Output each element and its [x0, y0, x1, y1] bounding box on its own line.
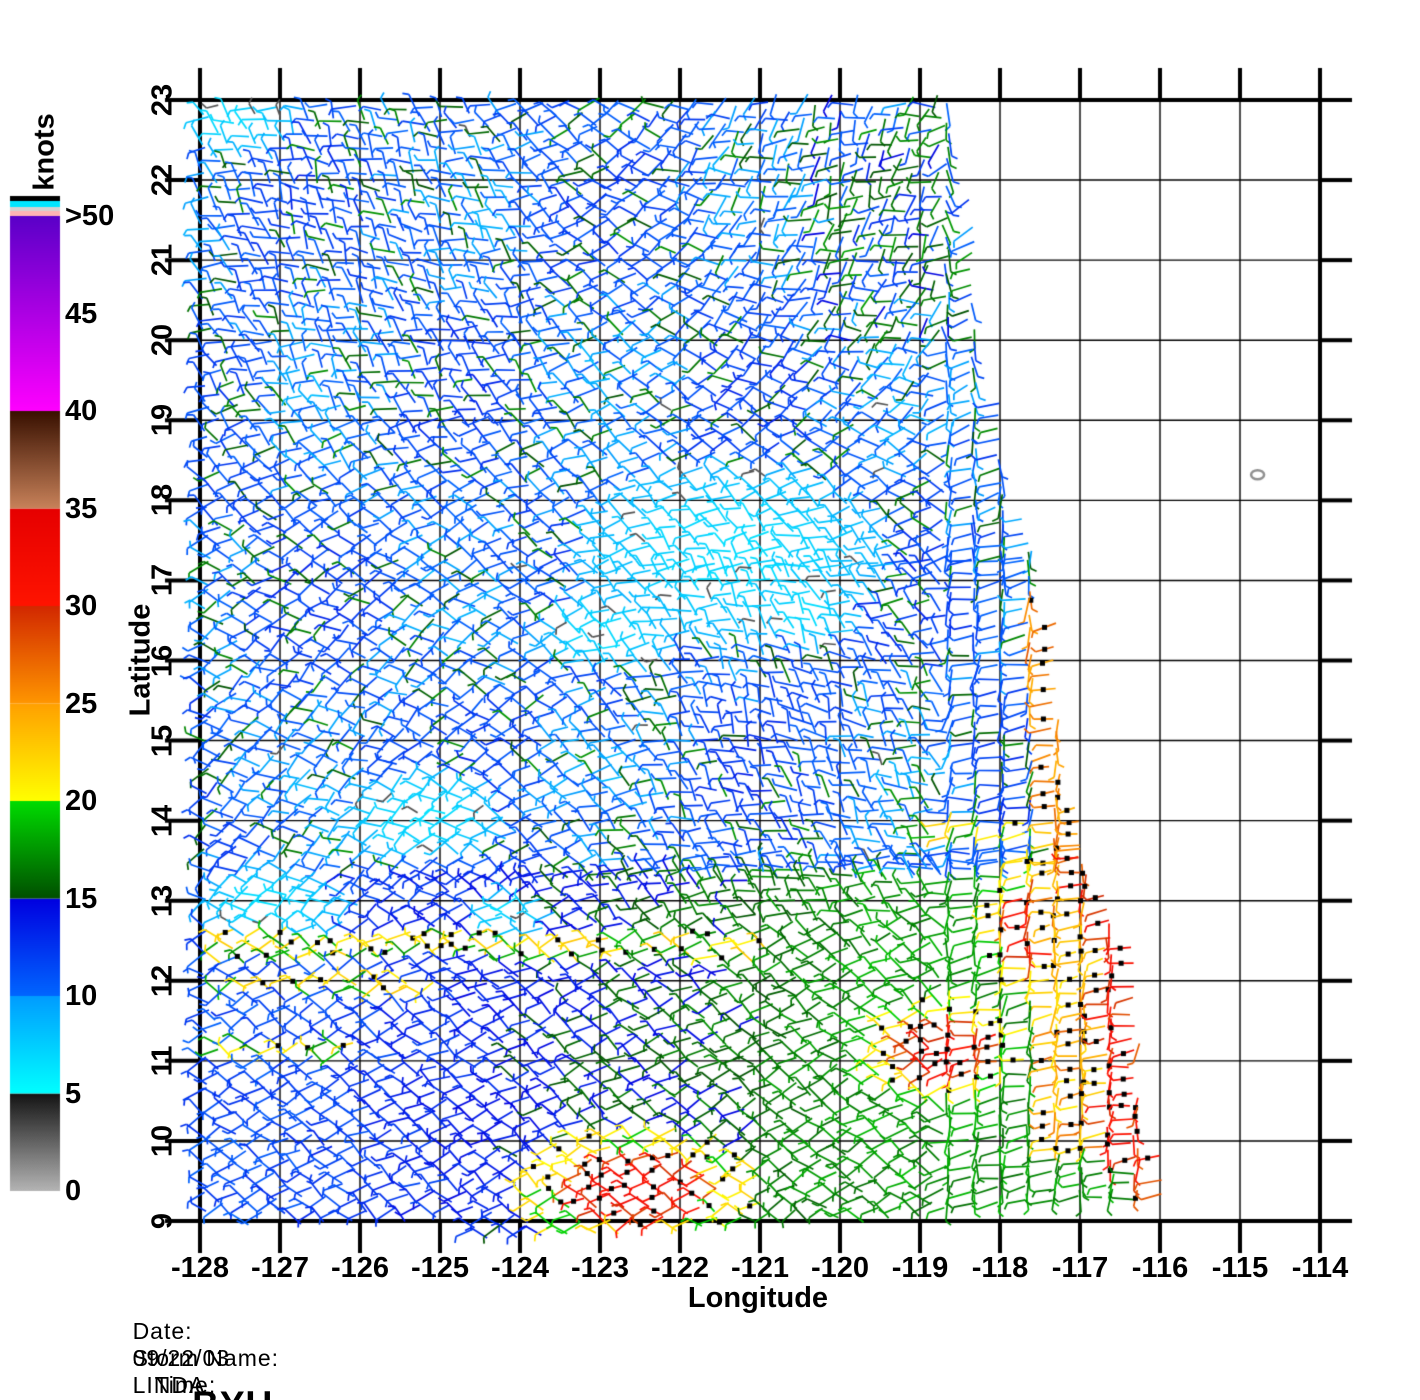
x-tick-label: -124	[490, 1252, 550, 1284]
colorbar-tick-label: 45	[65, 297, 98, 330]
storm-name-value: LINDA	[132, 1372, 206, 1398]
y-tick-label: 22	[146, 163, 179, 197]
date-time-line: Date: 09/22/03 Time: 14:08:24	[103, 1291, 230, 1400]
colorbar-tick-label: >50	[65, 200, 115, 232]
x-tick-label: -127	[250, 1252, 310, 1284]
y-tick-label: 11	[146, 1045, 179, 1077]
y-tick-label: 16	[146, 644, 179, 677]
x-tick-label: -122	[650, 1252, 710, 1284]
y-tick-label: 10	[146, 1124, 179, 1158]
colorbar-tick-label: 35	[65, 492, 98, 525]
time-label: Time:	[154, 1372, 217, 1398]
x-tick-label: -119	[891, 1252, 949, 1284]
x-tick-label: -115	[1211, 1252, 1269, 1284]
colorbar-tick-label: 15	[65, 882, 98, 915]
x-tick-label: -116	[1131, 1252, 1189, 1284]
x-tick-label: -120	[810, 1252, 870, 1284]
date-value: 09/22/03	[132, 1345, 231, 1371]
org-name: BYU	[192, 1384, 273, 1400]
colorbar-tick-label: 40	[65, 395, 98, 427]
product-title-line: BYU QS_S2B22179.20032652134	[147, 1342, 731, 1400]
y-tick-label: 14	[146, 804, 179, 837]
colorbar-tick-label: 20	[65, 785, 98, 817]
x-tick-label: -118	[971, 1252, 1029, 1284]
x-tick-label: -121	[730, 1252, 790, 1284]
x-tick-label: -125	[410, 1252, 470, 1284]
colorbar-tick-label: 30	[65, 590, 98, 622]
y-tick-label: 9	[146, 1212, 179, 1230]
colorbar-tick-label: 25	[65, 687, 98, 720]
y-tick-label: 19	[146, 404, 179, 437]
y-tick-label: 18	[146, 484, 179, 517]
x-tick-label: -128	[170, 1252, 230, 1284]
y-tick-label: 20	[146, 324, 179, 357]
colorbar-tick-label: 0	[65, 1175, 82, 1207]
storm-name-label: Storm Name:	[132, 1345, 280, 1371]
y-tick-label: 15	[146, 724, 179, 757]
y-tick-label: 17	[146, 564, 179, 597]
storm-line: Storm Name: LINDA Storm Number: 12	[103, 1318, 324, 1400]
y-tick-label: 12	[146, 964, 179, 997]
colorbar-tick-label: 10	[65, 980, 98, 1012]
x-tick-label: -123	[570, 1252, 630, 1284]
colorbar-title: knots	[28, 113, 61, 191]
y-tick-label: 13	[146, 884, 179, 917]
x-tick-label: -117	[1051, 1252, 1109, 1284]
y-tick-label: 23	[146, 83, 179, 117]
x-tick-label: -126	[330, 1252, 390, 1284]
x-tick-label: -114	[1291, 1252, 1349, 1284]
date-label: Date:	[132, 1318, 193, 1344]
colorbar-tick-label: 5	[65, 1077, 82, 1110]
x-axis-title: Longitude	[687, 1282, 829, 1314]
y-tick-label: 21	[146, 244, 179, 277]
